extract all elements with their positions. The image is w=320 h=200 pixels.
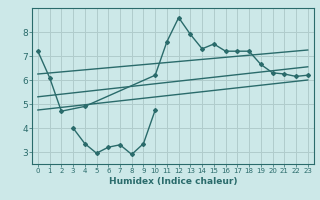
X-axis label: Humidex (Indice chaleur): Humidex (Indice chaleur): [108, 177, 237, 186]
